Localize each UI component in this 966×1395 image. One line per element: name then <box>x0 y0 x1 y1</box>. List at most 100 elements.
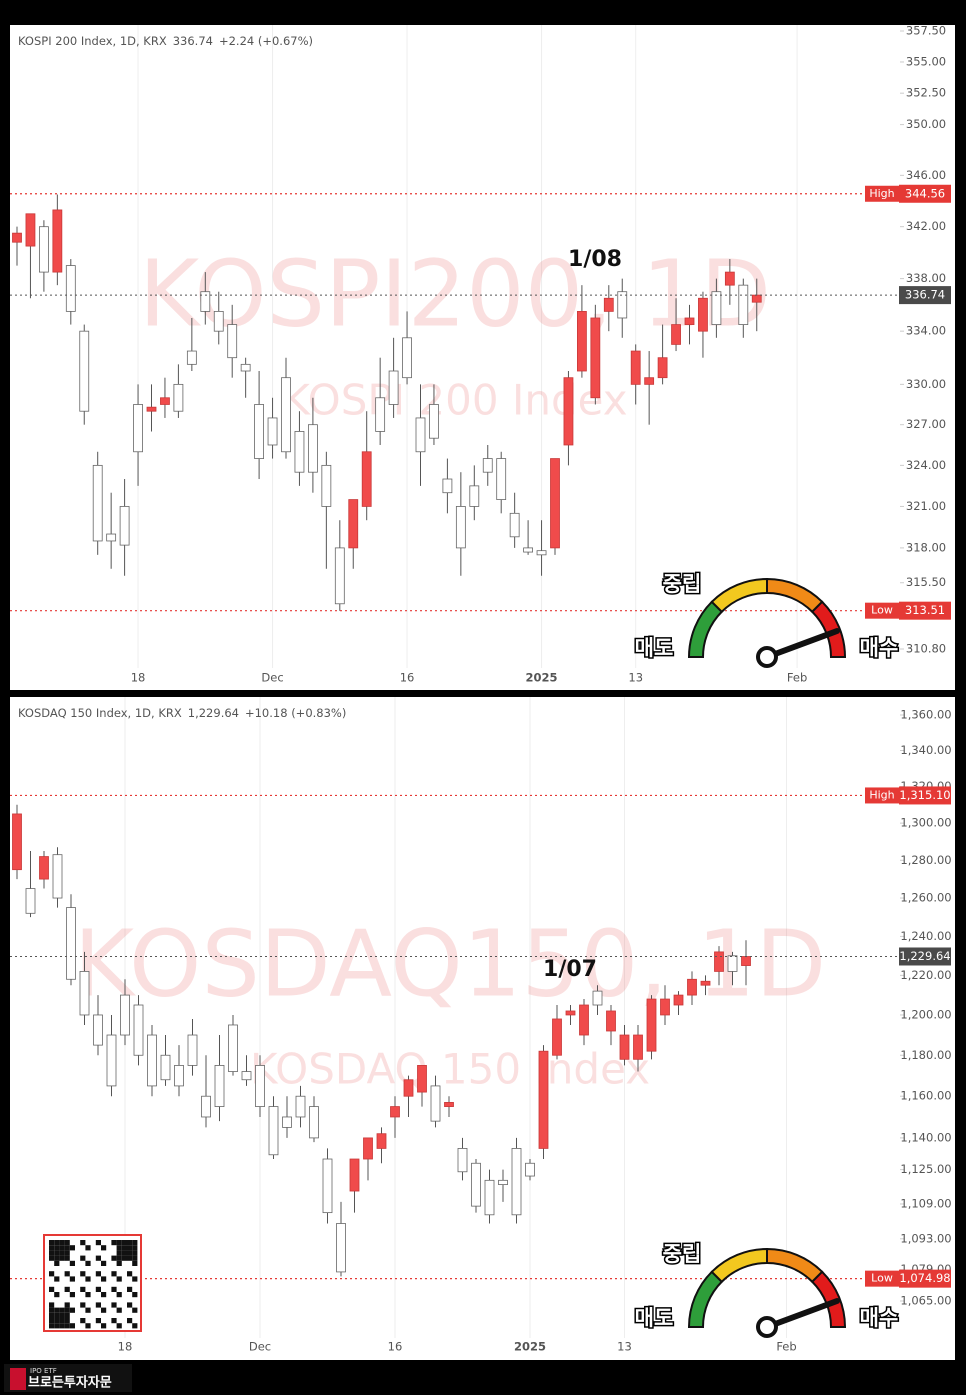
qr-cell <box>85 1307 91 1313</box>
candle-body <box>361 451 372 507</box>
x-tick-label: 18 <box>131 671 146 685</box>
level-tag <box>865 602 899 619</box>
y-tick-label: 1,220.00 <box>900 968 951 982</box>
candle-body <box>714 951 724 972</box>
x-tick-label: 2025 <box>526 671 558 685</box>
qr-cell <box>132 1307 138 1313</box>
qr-cell <box>59 1323 65 1329</box>
qr-cell <box>49 1323 55 1329</box>
qr-cell <box>49 1271 55 1277</box>
candle-body <box>630 350 641 385</box>
qr-cell <box>116 1292 122 1298</box>
qr-cell <box>116 1260 122 1266</box>
candle-body <box>738 284 749 325</box>
level-tag <box>865 185 899 202</box>
candle-body <box>39 856 49 880</box>
qr-cell <box>59 1245 65 1251</box>
x-tick-label: Dec <box>249 1340 271 1354</box>
y-tick-label: 1,065.00 <box>900 1294 951 1308</box>
qr-cell <box>54 1276 60 1282</box>
qr-cell <box>116 1240 122 1246</box>
qr-cell <box>132 1245 138 1251</box>
candle-body <box>603 297 614 312</box>
candle-body <box>700 980 711 986</box>
candle-body <box>133 404 143 453</box>
candle-body <box>106 1034 117 1087</box>
candle-body <box>390 1106 400 1118</box>
qr-cell <box>127 1245 133 1251</box>
candle-body <box>120 994 130 1036</box>
x-tick-label: Feb <box>787 671 807 685</box>
y-tick-label: 1,109.00 <box>900 1196 951 1210</box>
candle-body <box>282 1116 292 1128</box>
qr-cell <box>121 1250 127 1256</box>
gauge-neutral: 중립 <box>663 572 702 596</box>
candle-body <box>644 377 655 385</box>
candle-body <box>240 363 251 372</box>
qr-cell <box>54 1323 60 1329</box>
qr-cell <box>64 1302 70 1308</box>
candle-body <box>671 324 681 345</box>
qr-cell <box>132 1276 138 1282</box>
y-tick-label: 1,340.00 <box>900 743 951 757</box>
candle-body <box>106 533 117 542</box>
candle-body <box>348 499 359 549</box>
y-tick-label: 346.00 <box>906 168 946 182</box>
level-value: 313.51 <box>905 603 945 617</box>
qr-cell <box>54 1312 60 1318</box>
gauge-hub <box>756 646 778 668</box>
x-tick-label: Dec <box>261 671 283 685</box>
x-tick-label: Feb <box>776 1340 796 1354</box>
candle-body <box>92 464 103 542</box>
qr-cell <box>85 1323 91 1329</box>
y-tick-label: 330.00 <box>906 377 946 391</box>
qr-cell <box>116 1250 122 1256</box>
candle-body <box>563 377 574 446</box>
candle-body <box>254 404 265 459</box>
candle-body <box>241 1071 252 1081</box>
candle-body <box>160 397 170 405</box>
qr-cell <box>59 1255 65 1261</box>
candle-body <box>430 1085 441 1122</box>
gauge-buy: 매수 <box>860 636 899 660</box>
qr-cell <box>121 1245 127 1251</box>
candle-body <box>457 1148 468 1173</box>
qr-cell <box>54 1255 60 1261</box>
candle-body <box>295 1095 306 1118</box>
candle-body <box>268 1106 279 1156</box>
qr-cell <box>64 1245 70 1251</box>
qr-cell <box>54 1307 60 1313</box>
level-name: Low <box>871 1272 893 1285</box>
candle-body <box>509 512 520 538</box>
watermark: KOSPI200, 1D <box>139 240 771 347</box>
qr-cell <box>49 1286 55 1292</box>
x-tick-label: 16 <box>400 671 415 685</box>
level-tag <box>865 1270 899 1287</box>
qr-cell <box>59 1312 65 1318</box>
candle-body <box>442 478 453 494</box>
candle-body <box>552 1018 562 1056</box>
qr-cell <box>69 1307 75 1313</box>
x-tick-label: 2025 <box>514 1340 546 1354</box>
candle-body <box>322 1158 333 1214</box>
candle-body <box>79 330 90 412</box>
candle-body <box>93 1014 103 1046</box>
candle-body <box>349 1158 360 1192</box>
gauge-segment <box>810 600 847 658</box>
candle-body <box>538 1050 549 1149</box>
last-value: 336.74 <box>905 288 945 302</box>
qr-cell <box>132 1260 138 1266</box>
candle-body <box>751 294 762 303</box>
qr-cell <box>127 1255 133 1261</box>
candle-body <box>65 265 76 312</box>
last-tag <box>899 286 951 305</box>
qr-cell <box>116 1245 122 1251</box>
level-value: 1,315.10 <box>899 788 950 802</box>
header-price: 1,229.64 <box>188 706 239 720</box>
candle-body <box>336 1223 346 1273</box>
qr-cell <box>69 1323 75 1329</box>
candle-body <box>402 337 412 379</box>
gauge-sell: 매도 <box>635 1306 674 1330</box>
candle-body <box>660 998 670 1016</box>
header: KOSDAQ 150 Index, 1D, KRX 1,229.64 +10.18 … <box>18 706 346 720</box>
